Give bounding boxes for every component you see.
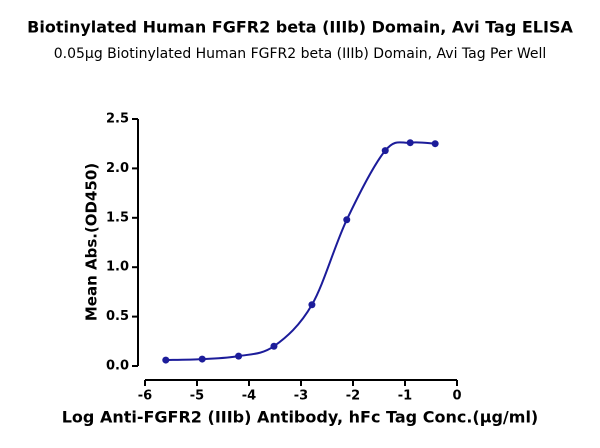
- y-tick-label: 2.5: [106, 112, 129, 127]
- data-point: [162, 356, 170, 364]
- chart-title: Biotinylated Human FGFR2 beta (IIIb) Dom…: [27, 18, 573, 37]
- y-tick-label: 0.5: [106, 309, 129, 324]
- x-tick-label: 0: [452, 389, 461, 404]
- x-tick-label: -4: [242, 389, 256, 404]
- data-point: [270, 342, 278, 350]
- x-tick-label: -1: [398, 389, 412, 404]
- data-point: [198, 355, 206, 363]
- y-axis-label: Mean Abs.(OD450): [83, 163, 101, 321]
- fit-curve: [165, 141, 436, 362]
- data-point: [381, 147, 389, 155]
- y-tick-label: 0.0: [106, 359, 129, 374]
- y-tick-label: 1.0: [106, 260, 129, 275]
- y-tick-label: 2.0: [106, 161, 129, 176]
- chart-subtitle: 0.05μg Biotinylated Human FGFR2 beta (II…: [54, 46, 547, 62]
- x-tick-label: -2: [346, 389, 360, 404]
- x-axis-label: Log Anti-FGFR2 (IIIb) Antibody, hFc Tag …: [62, 408, 539, 427]
- data-point: [431, 140, 439, 148]
- x-tick-label: -5: [190, 389, 204, 404]
- data-point: [308, 301, 316, 309]
- data-point: [406, 139, 414, 147]
- x-tick-label: -6: [138, 389, 152, 404]
- data-point: [235, 352, 243, 360]
- y-tick-label: 1.5: [106, 210, 129, 225]
- data-point: [343, 216, 351, 224]
- x-tick-label: -3: [294, 389, 308, 404]
